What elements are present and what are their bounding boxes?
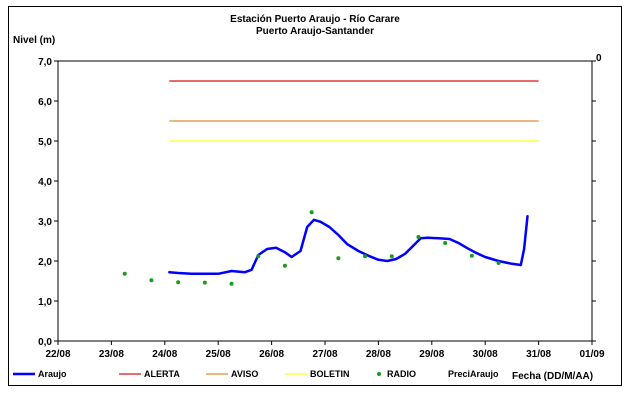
radio-point [202, 280, 207, 285]
legend-label-alerta: ALERTA [144, 369, 180, 379]
radio-point [122, 271, 127, 276]
legend-label-aviso: AVISO [231, 369, 258, 379]
radio-point [256, 254, 261, 259]
radio-point [443, 241, 448, 245]
axes [57, 60, 593, 342]
y2-axis-tick: 0 [596, 53, 602, 64]
radio-point [336, 256, 341, 261]
series-layer [168, 214, 529, 276]
x-tick-label: 24/08 [152, 349, 177, 360]
legend-label-boletin: BOLETIN [310, 369, 350, 379]
x-tick-label: 25/08 [206, 349, 231, 360]
x-tick-label: 29/08 [419, 349, 444, 360]
y-tick-label: 1,0 [38, 297, 52, 308]
x-tick-label: 01/09 [579, 349, 604, 360]
legend-label-preciaraujo: PreciAraujo [448, 369, 499, 379]
x-tick-label: 27/08 [312, 349, 337, 360]
x-tick-label: 30/08 [473, 349, 498, 360]
y-tick-label: 0,0 [38, 337, 52, 348]
x-tick-label: 26/08 [259, 349, 284, 360]
chart-subtitle: Puerto Araujo-Santander [256, 26, 374, 37]
plot-border [57, 60, 593, 342]
legend-label-araujo: Araujo [38, 369, 67, 379]
y-tick-label: 3,0 [38, 217, 52, 228]
x-tick-label: 31/08 [526, 349, 551, 360]
radio-point [363, 254, 368, 259]
y-ticks: 0,0 1,0 2,0 3,0 4,0 5,0 6,0 7,0 [38, 57, 596, 348]
radio-point [496, 261, 501, 265]
x-axis-label: Fecha (DD/M/AA) [512, 371, 593, 382]
radio-point [309, 210, 314, 215]
radio-point [149, 278, 154, 283]
threshold-lines [169, 80, 539, 142]
radio-point [416, 235, 421, 239]
chart-title: Estación Puerto Araujo - Río Carare [230, 14, 400, 25]
radio-point [176, 280, 181, 285]
radio-point [469, 253, 474, 258]
x-tick-label: 23/08 [99, 349, 124, 360]
x-tick-label: 22/08 [45, 349, 70, 360]
legend: Araujo ALERTA AVISO BOLETIN RADIO PreciAraujo [9, 364, 621, 379]
radio-points [122, 210, 501, 286]
y-tick-label: 5,0 [38, 137, 52, 148]
radio-point [229, 281, 234, 286]
x-tick-label: 28/08 [366, 349, 391, 360]
legend-swatch-radio [377, 372, 381, 376]
y-tick-label: 7,0 [38, 57, 52, 68]
series-line-araujo [168, 214, 529, 276]
y-tick-label: 2,0 [38, 257, 52, 268]
radio-point [389, 254, 394, 259]
y-tick-label: 4,0 [38, 177, 52, 188]
radio-point [282, 263, 287, 268]
y-tick-label: 6,0 [38, 97, 52, 108]
x-ticks: 22/08 23/08 24/08 25/08 26/08 27/08 28/08 29/08… [45, 341, 605, 360]
y-axis-label: Nivel (m) [13, 35, 55, 46]
chart-frame: Estación Puerto Araujo - Río Carare Puer… [8, 6, 622, 386]
legend-label-radio: RADIO [387, 369, 416, 379]
chart: Estación Puerto Araujo - Río Carare Puer… [9, 14, 621, 382]
